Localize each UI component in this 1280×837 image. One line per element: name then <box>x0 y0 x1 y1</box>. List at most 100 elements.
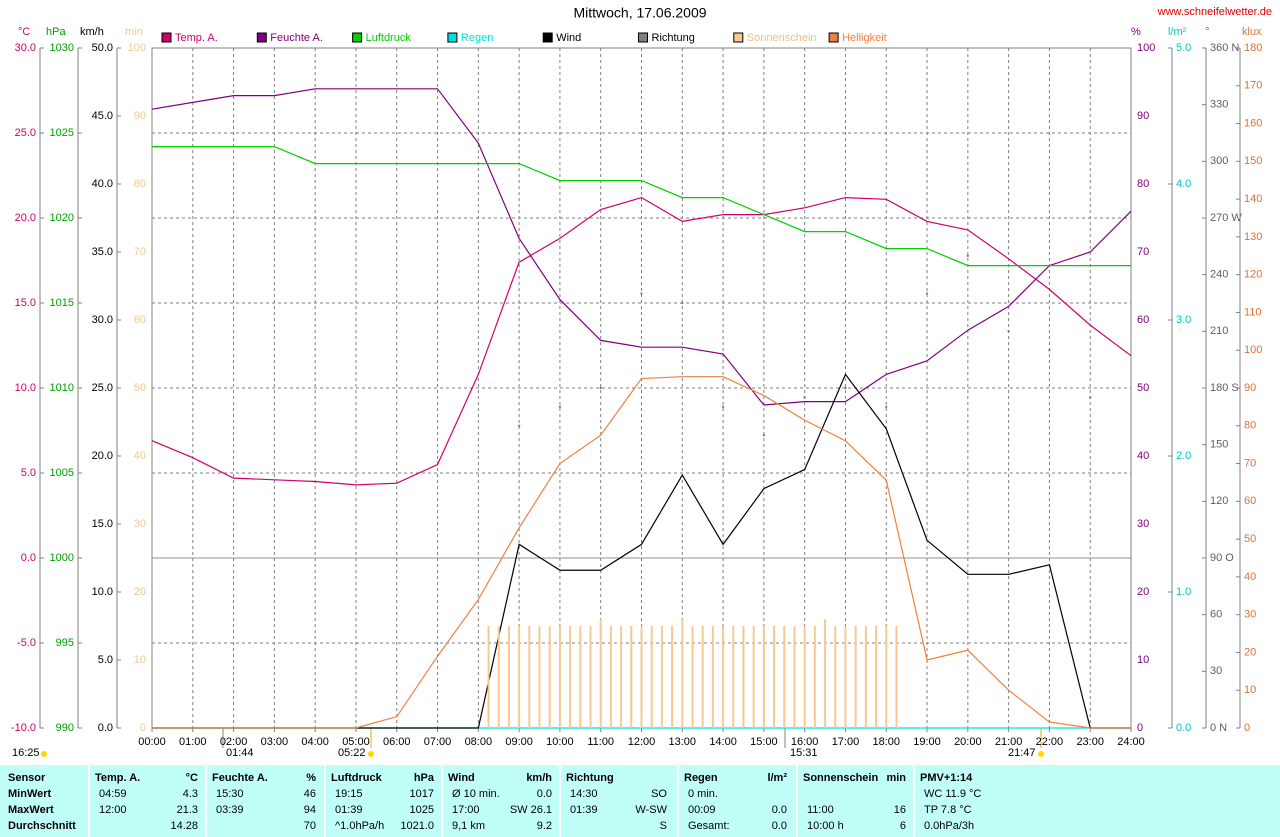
y-tick-label: 0 <box>1244 722 1250 734</box>
y-tick-label: 20 <box>1137 586 1149 598</box>
legend-label: Luftdruck <box>366 32 412 44</box>
x-tick-label: 19:00 <box>913 736 941 748</box>
table-cell: 04:59 <box>99 788 127 800</box>
x-tick-label: 08:00 <box>465 736 493 748</box>
y-tick-label: 300 <box>1210 155 1228 167</box>
y-tick-label: 10.0 <box>92 586 113 598</box>
axis-unit: % <box>1131 26 1141 38</box>
y-tick-label: 150 <box>1244 155 1262 167</box>
line <box>151 88 1132 406</box>
line <box>152 376 1131 729</box>
line <box>151 196 1132 486</box>
table-cell: 03:39 <box>216 804 244 816</box>
table-cell: 14:30 <box>570 788 598 800</box>
axis-unit: km/h <box>80 26 104 38</box>
axis-unit: min <box>125 26 143 38</box>
column-title: Wind <box>448 772 475 784</box>
y-tick-label: 25.0 <box>92 382 113 394</box>
y-tick-label: 180 <box>1244 42 1262 54</box>
y-tick-label: 50 <box>134 382 146 394</box>
y-tick-label: 1030 <box>50 42 74 54</box>
y-tick-label: 15.0 <box>92 518 113 530</box>
y-tick-label: 330 <box>1210 99 1228 111</box>
direction-dot <box>721 405 725 409</box>
direction-dot <box>762 434 766 437</box>
x-tick-label: 00:00 <box>138 736 166 748</box>
y-tick-label: 180 S <box>1210 382 1239 394</box>
y-tick-label: 60 <box>1244 495 1256 507</box>
direction-dot <box>1048 349 1051 352</box>
legend-swatch <box>542 32 553 43</box>
y-tick-label: 35.0 <box>92 246 113 258</box>
x-tick-label: 18:00 <box>872 736 900 748</box>
table-cell: 0.0 <box>537 788 552 800</box>
legend-swatch <box>352 32 363 43</box>
row-label: MaxWert <box>8 804 54 816</box>
direction-dot <box>681 301 684 305</box>
legend-swatch <box>161 32 172 43</box>
row-label: Durchschnitt <box>8 820 76 832</box>
x-tick-label: 24:00 <box>1117 736 1145 748</box>
column-title: Feuchte A. <box>212 772 268 784</box>
table-cell: 0.0hPa/3h <box>924 820 974 832</box>
y-tick-label: 90 <box>1137 110 1149 122</box>
x-tick-label: 07:00 <box>424 736 452 748</box>
legend-swatch <box>447 32 458 43</box>
x-tick-label: 09:00 <box>505 736 533 748</box>
axis-unit: l/m² <box>1168 26 1187 38</box>
y-tick-label: 70 <box>134 246 146 258</box>
y-tick-label: 1010 <box>50 382 74 394</box>
y-tick-label: 100 <box>128 42 146 54</box>
x-tick-label: 05:00 <box>342 736 370 748</box>
y-tick-label: 30.0 <box>92 314 113 326</box>
y-tick-label: 100 <box>1244 344 1262 356</box>
column-unit: °C <box>186 772 198 784</box>
table-cell: 9.2 <box>537 820 552 832</box>
axis-unit: °C <box>18 26 30 38</box>
legend-label: Wind <box>556 32 581 44</box>
column-title: Temp. A. <box>95 772 140 784</box>
direction-dot <box>844 386 847 390</box>
table-cell: 1021.0 <box>400 820 434 832</box>
y-tick-label: 990 <box>56 722 74 734</box>
y-tick-label: 90 O <box>1210 552 1234 564</box>
legend-label: Regen <box>461 32 493 44</box>
column-title: Richtung <box>566 772 614 784</box>
legend-label: Temp. A. <box>175 32 218 44</box>
column-title: Luftdruck <box>331 772 383 784</box>
table-cell: TP 7.8 °C <box>924 804 972 816</box>
y-tick-label: 30 <box>1210 665 1222 677</box>
source: www.schneifelwetter.de <box>1157 6 1272 18</box>
x-tick-label: 12:00 <box>628 736 656 748</box>
y-tick-label: 120 <box>1210 495 1228 507</box>
y-tick-label: 100 <box>1137 42 1155 54</box>
table-cell: 4.3 <box>183 788 198 800</box>
column-title: PMV+1:14 <box>920 772 973 784</box>
column-unit: km/h <box>526 772 552 784</box>
y-tick-label: 0 <box>140 722 146 734</box>
y-tick-label: 240 <box>1210 269 1228 281</box>
y-tick-label: 45.0 <box>92 110 113 122</box>
y-tick-label: 80 <box>1244 420 1256 432</box>
table-cell: 21.3 <box>177 804 198 816</box>
legend-label: Sonnenschein <box>747 32 817 44</box>
y-tick-label: 1025 <box>50 127 74 139</box>
table-cell: W-SW <box>635 804 667 816</box>
x-tick-label: 02:00 <box>220 736 248 748</box>
table-cell: Gesamt: <box>688 820 730 832</box>
y-tick-label: 2.0 <box>1176 450 1191 462</box>
y-tick-label: 1.0 <box>1176 586 1191 598</box>
y-tick-label: 995 <box>56 637 74 649</box>
legend-swatch <box>828 32 839 43</box>
y-tick-label: 210 <box>1210 325 1228 337</box>
y-tick-label: 270 W <box>1210 212 1242 224</box>
y-tick-label: 50.0 <box>92 42 113 54</box>
y-tick-label: 1015 <box>50 297 74 309</box>
y-tick-label: 50 <box>1244 533 1256 545</box>
y-tick-label: 90 <box>134 110 146 122</box>
y-tick-label: 130 <box>1244 231 1262 243</box>
annotation: 16:25 <box>12 747 40 759</box>
column-title: Regen <box>684 772 718 784</box>
direction-dot <box>925 292 929 295</box>
